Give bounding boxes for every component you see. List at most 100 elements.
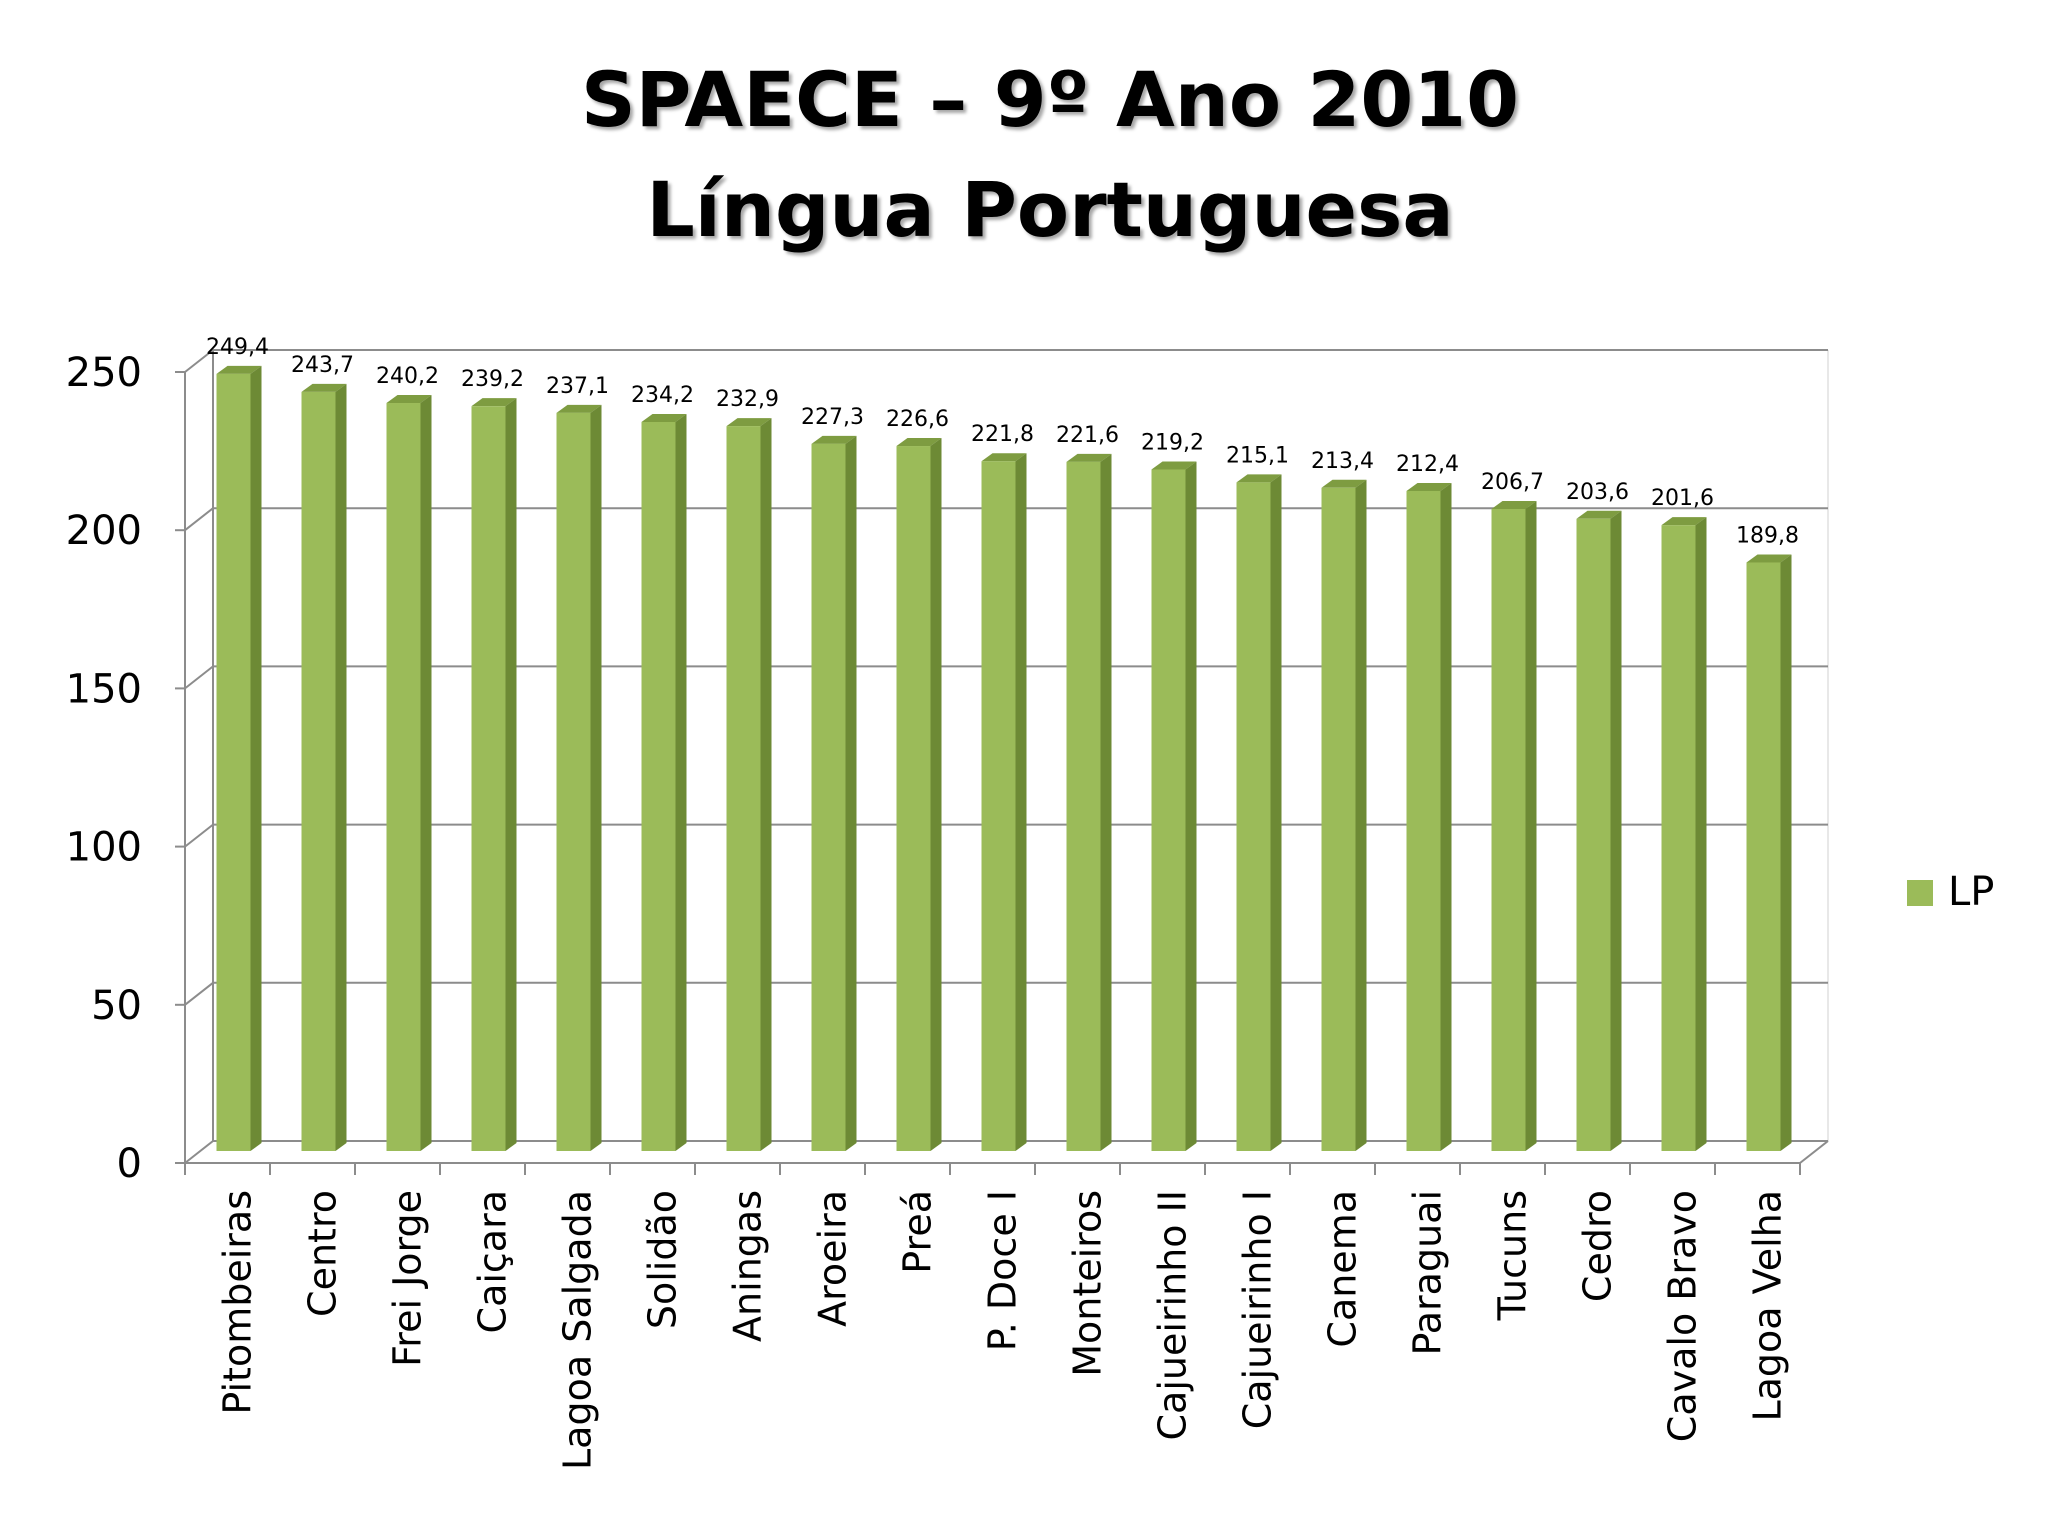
bar [896,446,931,1151]
data-label: 206,7 [1481,470,1544,495]
bar-top [1661,517,1707,526]
bar-side [930,438,942,1151]
x-tick-label: Cedro [1576,1190,1620,1302]
data-label: 227,3 [801,405,864,430]
bar-top [216,365,262,374]
y-tick-label: 50 [91,983,142,1029]
x-tick-label: Cavalo Bravo [1661,1190,1705,1442]
x-tick-label: Centro [301,1190,345,1317]
bar-side [1780,554,1792,1151]
gridline-diagonal [184,507,214,531]
x-tick-label: Canema [1321,1190,1365,1348]
bar-side [1440,482,1452,1151]
x-tick-label: Aroeira [811,1190,855,1327]
y-tick-label: 150 [66,666,142,712]
x-tick-label: Cajueirinho I [1236,1190,1280,1429]
x-tick-label: Paraguai [1406,1190,1450,1355]
legend: LP [1907,869,1994,915]
x-tick-label: Cajueirinho II [1151,1190,1195,1441]
data-label: 249,4 [206,335,269,360]
bar-top [811,435,857,444]
data-label: 232,9 [716,387,779,412]
y-tick-label: 100 [66,825,142,871]
bar-layer [216,365,1792,1152]
chart-title-line1: SPAECE – 9º Ano 2010 [580,55,1520,144]
bar [1321,487,1356,1152]
x-tick-label: Lagoa Velha [1746,1190,1790,1422]
bar-top [981,453,1027,462]
bar-side [760,418,772,1152]
bar-top [726,418,772,427]
x-tick-label: Preá [896,1190,940,1274]
bar-side [845,435,857,1151]
data-label: 203,6 [1566,480,1629,505]
data-label: 243,7 [291,353,354,378]
bar-side [1695,517,1707,1151]
bar-top [1236,474,1282,483]
y-tick-label: 0 [117,1141,142,1187]
bar-top [896,438,942,447]
bar [301,391,336,1151]
bar [1746,562,1781,1151]
gridline-diagonal [184,982,214,1006]
gridline-diagonal [184,823,214,848]
label-layer: 249,4 Pitombeiras 243,7 Centro 240,2 Frei Jor… [206,335,1799,1470]
gridline-diagonal [184,349,214,373]
data-label: 226,6 [886,407,949,432]
bar [1151,469,1186,1152]
bar [1066,461,1101,1151]
x-tick-label: P. Doce I [981,1190,1025,1351]
data-label: 201,6 [1651,486,1714,511]
bar [386,403,421,1151]
data-label: 215,1 [1226,443,1289,468]
bar [1576,518,1611,1151]
x-tick-label: Aningas [726,1190,770,1342]
bar [811,443,846,1151]
bar-side [1525,501,1537,1151]
data-label: 213,4 [1311,449,1374,474]
x-tick-label: Pitombeiras [216,1190,260,1415]
bar-side [1100,453,1112,1151]
bar-side [1610,510,1622,1152]
data-label: 237,1 [546,374,609,399]
data-label: 189,8 [1736,523,1799,548]
data-label: 234,2 [631,383,694,408]
bar-top [1406,482,1452,491]
bar-side [420,395,432,1151]
axis-layer: 0 50 100 150 200 250 [66,350,1829,1187]
bar-top [386,395,432,404]
bar-side [1355,479,1367,1152]
bar-top [1746,554,1792,563]
bar [471,406,506,1151]
bar-side [1185,461,1197,1152]
bar-side [1015,453,1027,1151]
x-tick-label: Tucuns [1491,1190,1535,1321]
gridline-diagonal [184,1140,214,1164]
bar [1661,525,1696,1151]
data-label: 219,2 [1141,430,1204,455]
data-label: 221,8 [971,422,1034,447]
bar-side [675,413,687,1151]
bar [1491,509,1526,1151]
x-tick-label: Solidão [641,1190,685,1329]
floor-right-edge [1799,1140,1829,1164]
bar [641,421,676,1151]
bar-side [1270,474,1282,1152]
bar-top [1066,453,1112,462]
x-tick-label: Caiçara [471,1190,515,1333]
data-label: 240,2 [376,364,439,389]
x-tick-label: Frei Jorge [386,1190,430,1367]
gridline-diagonal [184,665,214,690]
bar-top [556,404,602,413]
bar [726,426,761,1152]
bar-side [250,365,262,1151]
bar [1236,482,1271,1152]
data-label: 221,6 [1056,423,1119,448]
bar-top [641,413,687,422]
bar-top [1576,510,1622,519]
bar-side [335,383,347,1151]
bar-top [1491,501,1537,510]
chart-title-line2: Língua Portuguesa [646,165,1454,254]
bar [216,373,251,1151]
